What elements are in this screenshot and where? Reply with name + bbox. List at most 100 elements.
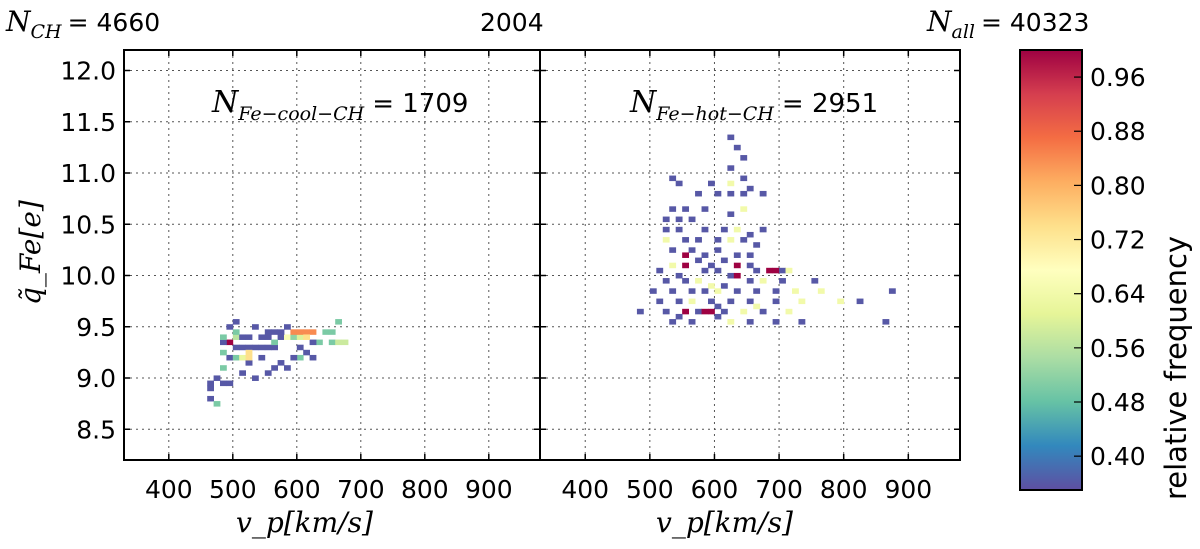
n-ch-label: NCH = 4660 (5, 5, 160, 43)
panel-hot: 400 500 600 700 800 900 NFe−hot−CH = 2951 (539, 49, 961, 504)
heat-cell (207, 385, 214, 392)
heat-cell (740, 155, 748, 161)
heat-cell (220, 334, 227, 340)
heat-cell (245, 354, 253, 361)
heat-cell (688, 216, 696, 223)
heat-cell (727, 180, 735, 187)
x-tick-label: 900 (884, 475, 932, 504)
annotation-cool-sub: Fe−cool−CH (237, 103, 364, 125)
heat-cell (720, 226, 728, 233)
heat-cell (258, 334, 266, 340)
colorbar-tick-label: 0.72 (1090, 226, 1146, 255)
heat-cell (296, 334, 304, 340)
heat-cell (669, 175, 677, 182)
heat-cell (284, 365, 291, 371)
colorbar-label: relative frequency (1159, 236, 1193, 500)
year-title: 2004 (480, 8, 544, 37)
heat-cell (772, 319, 780, 325)
heat-cell (675, 216, 683, 223)
annotation-cool-value: = 1709 (372, 89, 468, 119)
heat-cell (759, 190, 767, 197)
heat-cell (264, 334, 272, 340)
heat-cell (701, 226, 709, 233)
heat-cell (772, 267, 780, 274)
y-tick-label: 9.0 (76, 364, 116, 393)
heat-cell (753, 242, 761, 248)
heat-cell (239, 344, 246, 351)
heat-cell (239, 370, 246, 376)
heat-cell (207, 380, 214, 387)
heat-cell (720, 257, 728, 264)
heat-cell (759, 226, 767, 233)
grid-lines-hot (540, 50, 960, 460)
heat-cell (271, 339, 278, 346)
heat-cell (226, 324, 234, 330)
x-tick-label: 900 (465, 475, 513, 504)
heat-cell (753, 267, 761, 274)
heat-cell (264, 344, 272, 351)
heat-cell (662, 237, 670, 243)
heat-cell (695, 237, 702, 243)
n-ch-value: = 4660 (68, 8, 161, 37)
x-tick-label: 800 (820, 475, 868, 504)
y-tick-label: 10.0 (60, 262, 116, 291)
heat-cell (220, 339, 227, 346)
annotation-hot-var: N (629, 85, 658, 120)
heat-cell (322, 329, 330, 335)
n-all-sub: all (952, 21, 975, 43)
heat-cell (708, 283, 715, 289)
heat-cell (733, 226, 741, 233)
heat-cell (252, 375, 259, 381)
heat-cell (682, 237, 690, 243)
panel-cool: 400 500 600 700 800 900 8.5 9.0 9.5 10.0 10.5 11.0… (60, 49, 541, 504)
heat-cell (708, 298, 715, 305)
heat-cell (695, 308, 702, 315)
x-ticks-cool: 400 500 600 700 800 900 (145, 50, 513, 504)
heat-cell (245, 349, 253, 356)
n-ch-var: N (5, 5, 32, 38)
x-tick-label: 700 (755, 475, 803, 504)
x-tick-label: 500 (626, 475, 674, 504)
heat-cell (277, 360, 285, 366)
heat-cell (290, 329, 298, 335)
colorbar-frame (1019, 49, 1083, 491)
heat-cell (309, 329, 317, 335)
heat-cell (740, 308, 748, 315)
heat-cell (740, 206, 748, 212)
heat-cell (264, 329, 272, 335)
heat-cell (669, 288, 677, 294)
heat-cell (662, 226, 670, 233)
heat-cell (785, 308, 793, 315)
heat-cell (213, 375, 221, 381)
heat-cell (740, 175, 748, 182)
colorbar: 0.40 0.48 0.56 0.64 0.72 0.80 0.88 0.96 relativ… (1019, 49, 1193, 500)
heat-cell (296, 329, 304, 335)
annotation-hot: NFe−hot−CH = 2951 (629, 85, 878, 125)
heat-cell (708, 262, 715, 269)
heat-cell (701, 288, 709, 294)
heat-cell (701, 252, 709, 258)
y-tick-label: 10.5 (60, 210, 116, 239)
heat-cell (746, 185, 754, 192)
heat-cell (335, 339, 342, 346)
n-all-value: = 40323 (981, 8, 1089, 37)
annotation-hot-value: = 2951 (782, 89, 878, 119)
colorbar-tick-label: 0.48 (1090, 388, 1146, 417)
heatmap-cells-hot (636, 134, 896, 325)
heat-cell (232, 334, 240, 340)
heat-cell (837, 298, 845, 305)
heat-cell (669, 262, 677, 269)
heat-cell (746, 262, 754, 269)
heat-cell (792, 288, 799, 294)
colorbar-tick-label: 0.96 (1090, 63, 1146, 92)
heat-cell (811, 278, 819, 284)
heat-cell (701, 267, 709, 274)
y-tick-label: 9.5 (76, 313, 116, 342)
heat-cell (779, 278, 786, 284)
heat-cell (232, 354, 240, 361)
heat-cell (226, 354, 234, 361)
heat-cell (682, 308, 690, 315)
heat-cell (714, 288, 722, 294)
heat-cell (695, 257, 702, 264)
